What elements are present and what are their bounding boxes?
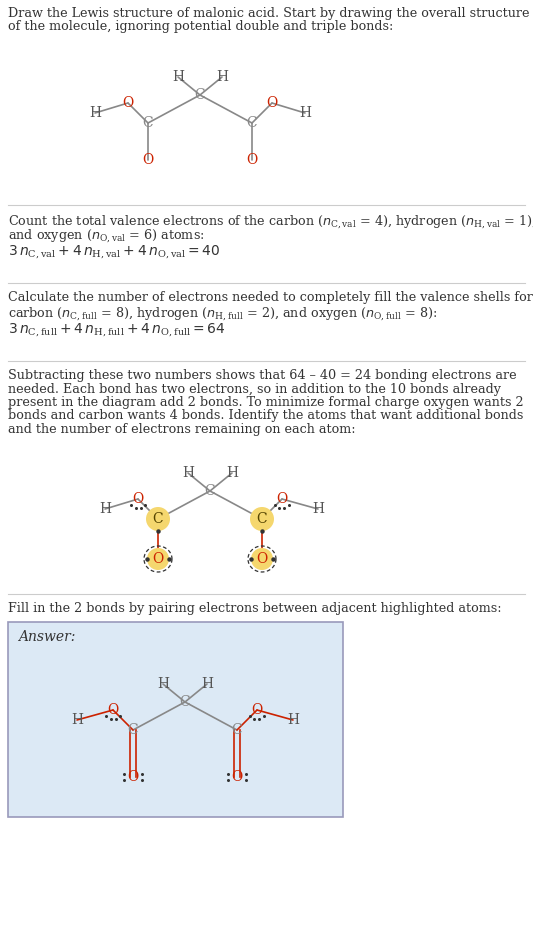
Text: H: H	[287, 713, 299, 727]
Text: O: O	[246, 153, 257, 167]
Ellipse shape	[251, 548, 273, 570]
Text: of the molecule, ignoring potential double and triple bonds:: of the molecule, ignoring potential doub…	[8, 20, 393, 33]
Text: H: H	[201, 677, 213, 691]
Text: O: O	[256, 552, 268, 566]
Text: C: C	[152, 512, 163, 526]
Text: O: O	[231, 770, 243, 784]
Text: Answer:: Answer:	[18, 630, 75, 644]
Text: O: O	[132, 492, 143, 506]
Text: O: O	[252, 703, 263, 717]
Text: O: O	[266, 96, 278, 110]
Text: Count the total valence electrons of the carbon ($n_{\mathregular{C,val}}$ = 4),: Count the total valence electrons of the…	[8, 213, 533, 229]
Text: H: H	[172, 70, 184, 84]
Text: O: O	[277, 492, 288, 506]
Ellipse shape	[146, 507, 170, 531]
Text: O: O	[152, 552, 164, 566]
Text: C: C	[257, 512, 268, 526]
Text: H: H	[157, 677, 169, 691]
Text: Subtracting these two numbers shows that 64 – 40 = 24 bonding electrons are: Subtracting these two numbers shows that…	[8, 369, 516, 382]
Text: O: O	[142, 153, 154, 167]
Text: H: H	[299, 106, 311, 120]
Text: present in the diagram add 2 bonds. To minimize formal charge oxygen wants 2: present in the diagram add 2 bonds. To m…	[8, 396, 523, 409]
Text: carbon ($n_{\mathregular{C,full}}$ = 8), hydrogen ($n_{\mathregular{H,full}}$ = : carbon ($n_{\mathregular{C,full}}$ = 8),…	[8, 305, 437, 321]
Text: H: H	[216, 70, 228, 84]
Text: Fill in the 2 bonds by pairing electrons between adjacent highlighted atoms:: Fill in the 2 bonds by pairing electrons…	[8, 602, 502, 615]
Text: H: H	[99, 502, 111, 516]
Ellipse shape	[147, 548, 169, 570]
Text: needed. Each bond has two electrons, so in addition to the 10 bonds already: needed. Each bond has two electrons, so …	[8, 382, 501, 395]
Text: $3\,n_{\mathregular{C,full}} + 4\,n_{\mathregular{H,full}} + 4\,n_{\mathregular{: $3\,n_{\mathregular{C,full}} + 4\,n_{\ma…	[8, 321, 226, 338]
Text: Draw the Lewis structure of malonic acid. Start by drawing the overall structure: Draw the Lewis structure of malonic acid…	[8, 7, 529, 20]
Text: C: C	[232, 723, 243, 737]
Text: O: O	[127, 770, 139, 784]
Text: H: H	[312, 502, 324, 516]
Text: and the number of electrons remaining on each atom:: and the number of electrons remaining on…	[8, 423, 356, 436]
Text: C: C	[205, 484, 215, 498]
Ellipse shape	[250, 507, 274, 531]
Text: C: C	[180, 695, 190, 709]
FancyBboxPatch shape	[8, 622, 343, 817]
Text: Calculate the number of electrons needed to completely fill the valence shells f: Calculate the number of electrons needed…	[8, 291, 533, 304]
Text: C: C	[143, 116, 154, 130]
Text: H: H	[71, 713, 83, 727]
Text: $3\,n_{\mathregular{C,val}} + 4\,n_{\mathregular{H,val}} + 4\,n_{\mathregular{O,: $3\,n_{\mathregular{C,val}} + 4\,n_{\mat…	[8, 243, 221, 261]
Text: H: H	[89, 106, 101, 120]
Text: and oxygen ($n_{\mathregular{O,val}}$ = 6) atoms:: and oxygen ($n_{\mathregular{O,val}}$ = …	[8, 227, 205, 244]
Text: C: C	[128, 723, 138, 737]
Text: H: H	[226, 466, 238, 480]
Text: bonds and carbon wants 4 bonds. Identify the atoms that want additional bonds: bonds and carbon wants 4 bonds. Identify…	[8, 410, 523, 423]
Text: C: C	[195, 88, 205, 102]
Text: O: O	[107, 703, 119, 717]
Text: C: C	[247, 116, 257, 130]
Text: O: O	[123, 96, 134, 110]
Text: H: H	[182, 466, 194, 480]
